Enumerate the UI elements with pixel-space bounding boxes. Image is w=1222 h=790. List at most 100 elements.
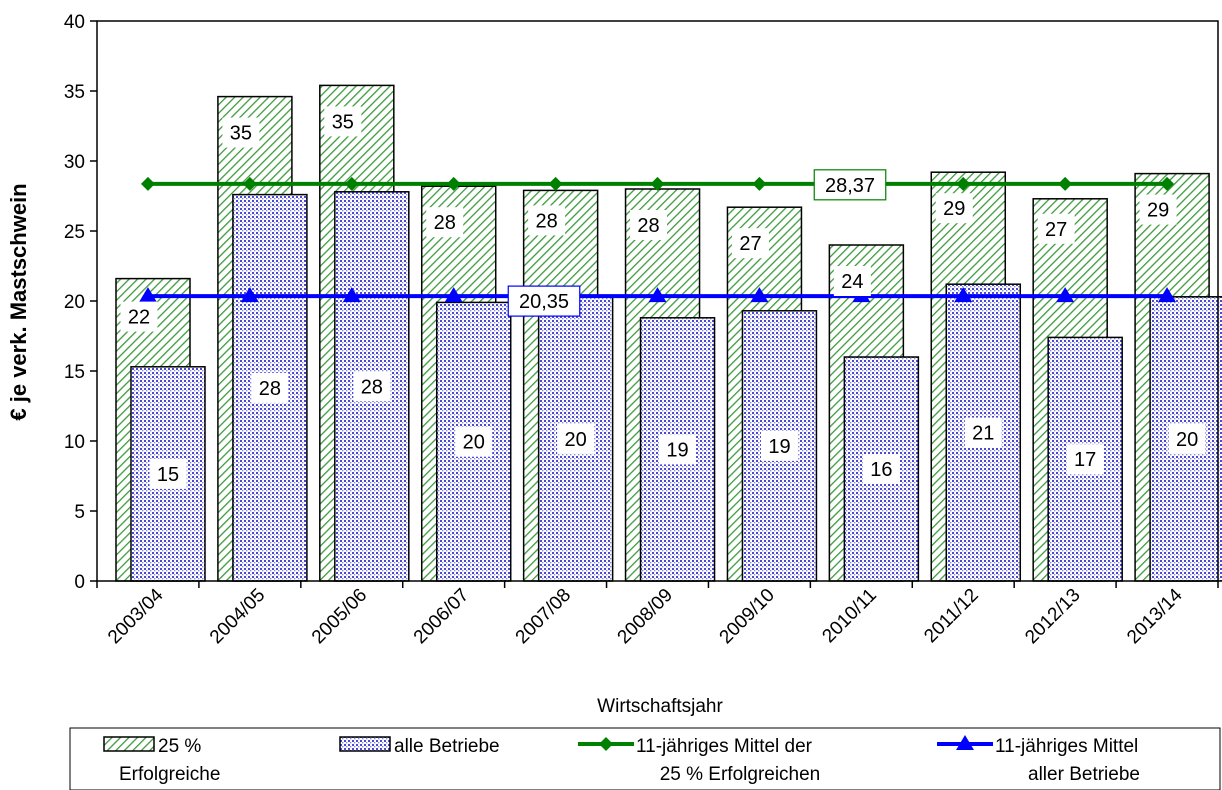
legend-label: 25 % — [158, 736, 201, 757]
y-tick-label: 25 — [64, 222, 85, 243]
x-axis-title: Wirtschaftsjahr — [597, 696, 723, 717]
x-tick-label: 2008/09 — [614, 585, 677, 648]
bar-value-label-erfolgreiche: 27 — [1045, 219, 1067, 241]
bar-value-label-erfolgreiche: 35 — [332, 111, 354, 133]
x-tick-label: 2009/10 — [716, 585, 779, 648]
x-tick-label: 2005/06 — [308, 585, 371, 648]
legend-label: 25 % Erfolgreichen — [660, 764, 821, 785]
bar-value-label-erfolgreiche: 22 — [128, 307, 150, 329]
bar-value-label-alle-box — [1066, 444, 1104, 475]
bar-value-label-alle: 19 — [768, 436, 790, 458]
y-tick-label: 35 — [64, 82, 85, 103]
legend-marker-diamond — [599, 737, 613, 751]
bar-value-label-erfolgreiche-box — [935, 193, 973, 224]
bar-value-label-alle: 20 — [565, 429, 587, 451]
bar-value-label-alle-box — [964, 417, 1002, 448]
marker-diamond — [446, 176, 461, 191]
bar-value-label-alle-box — [149, 458, 187, 489]
marker-triangle — [648, 287, 667, 303]
bar-value-label-erfolgreiche: 29 — [1147, 200, 1169, 222]
bar-value-label-erfolgreiche-box — [120, 301, 158, 332]
bar-value-label-alle: 17 — [1074, 449, 1096, 471]
bar-value-label-erfolgreiche-box — [833, 266, 871, 296]
marker-diamond — [344, 176, 359, 191]
bar-value-label-alle: 15 — [157, 464, 179, 486]
marker-triangle — [954, 287, 973, 303]
legend-swatch — [339, 736, 391, 752]
mean-label-erfolgreiche: 28,37 — [825, 175, 875, 197]
legend: 25 % Erfolgreiche alle Betriebe 11-jähriges… — [69, 727, 1221, 790]
x-tick-label: 2007/08 — [512, 585, 575, 648]
legend-frame — [69, 727, 1221, 790]
y-tick-label: 20 — [64, 292, 85, 313]
y-tick-label: 0 — [74, 572, 85, 593]
bar-value-label-alle-box — [557, 423, 595, 454]
bar-value-label-alle-box — [353, 371, 391, 402]
x-tick-label: 2010/11 — [818, 585, 880, 647]
legend-swatch — [103, 736, 155, 752]
legend-label: Erfolgreiche — [119, 764, 220, 785]
bar-value-label-erfolgreiche-box — [630, 210, 668, 240]
bar-value-label-alle-box — [251, 372, 289, 403]
x-tick-label: 2004/05 — [206, 585, 269, 648]
legend-label: alle Betriebe — [394, 736, 500, 757]
bar-value-label-erfolgreiche: 35 — [230, 123, 252, 145]
mean-label-alle: 20,35 — [519, 291, 569, 313]
marker-triangle — [1158, 287, 1177, 303]
bar-alle-betriebe — [741, 310, 818, 582]
bar-value-label-erfolgreiche: 28 — [637, 215, 659, 237]
bar-value-label-erfolgreiche: 27 — [739, 233, 761, 255]
bar-alle-betriebe — [435, 301, 512, 582]
x-tick-label: 2011/12 — [920, 585, 982, 647]
bar-value-label-erfolgreiche-box — [426, 207, 464, 238]
bar-value-label-alle: 28 — [259, 378, 281, 400]
marker-diamond — [242, 176, 257, 191]
bar-value-label-erfolgreiche: 24 — [841, 271, 863, 293]
y-tick-label: 15 — [64, 362, 85, 383]
legend-marker-triangle — [956, 735, 974, 750]
bar-value-label-alle: 21 — [972, 423, 994, 445]
mean-label-alle-box — [507, 285, 581, 317]
bar-value-label-erfolgreiche-box — [1139, 194, 1177, 225]
marker-triangle — [240, 287, 259, 303]
bar-value-label-erfolgreiche-box — [222, 117, 260, 148]
marker-diamond — [1058, 176, 1073, 191]
y-tick-label: 30 — [64, 152, 85, 173]
marker-diamond — [956, 176, 971, 191]
bar-value-label-alle-box — [659, 434, 697, 465]
marker-triangle — [444, 287, 463, 303]
bar-value-label-alle-box — [455, 426, 493, 457]
y-tick-label: 5 — [74, 502, 85, 523]
y-tick-label: 10 — [64, 432, 85, 453]
legend-label: 11-jähriges Mittel der — [636, 736, 813, 757]
bar-value-label-alle-box — [1168, 423, 1206, 454]
marker-diamond — [548, 176, 563, 191]
bar-value-label-erfolgreiche-box — [1037, 213, 1075, 244]
marker-diamond — [650, 176, 665, 191]
legend-label: 11-jähriges Mittel — [995, 736, 1138, 757]
x-tick-label: 2006/07 — [410, 585, 473, 648]
x-tick-label: 2013/14 — [1123, 584, 1187, 648]
y-tick-label: 40 — [64, 12, 85, 33]
bar-value-label-alle: 20 — [1176, 429, 1198, 451]
bar-value-label-erfolgreiche: 28 — [434, 212, 456, 234]
bar-value-label-erfolgreiche-box — [528, 205, 566, 236]
mean-label-erfolgreiche-box — [813, 169, 887, 201]
y-axis-title: € je verk. Mastschwein — [6, 183, 31, 420]
bar-value-label-erfolgreiche-box — [731, 228, 769, 259]
bar-value-label-erfolgreiche: 28 — [536, 210, 558, 232]
bar-value-label-alle: 28 — [361, 376, 383, 398]
x-tick-label: 2003/04 — [104, 584, 168, 648]
bar-value-label-alle: 16 — [870, 459, 892, 481]
marker-triangle — [342, 287, 361, 303]
marker-diamond — [752, 176, 767, 191]
marker-triangle — [1056, 287, 1075, 303]
bar-value-label-alle-box — [760, 430, 798, 461]
bar-value-label-alle-box — [862, 454, 900, 484]
legend-label: aller Betriebe — [1028, 764, 1140, 785]
marker-triangle — [750, 287, 769, 303]
x-tick-label: 2012/13 — [1021, 585, 1084, 648]
marker-diamond — [1160, 176, 1175, 191]
bar-value-label-erfolgreiche: 29 — [943, 198, 965, 220]
marker-diamond — [140, 176, 155, 191]
